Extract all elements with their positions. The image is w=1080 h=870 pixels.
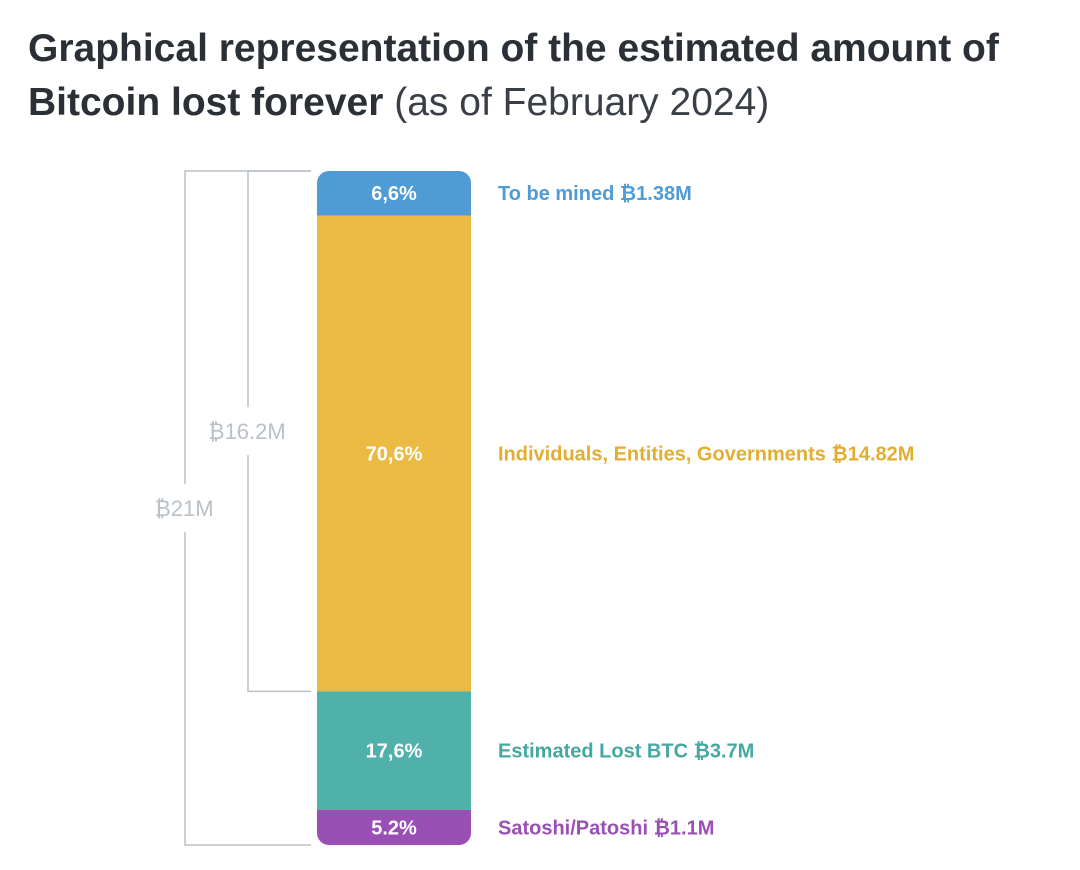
segment-label-estimated-lost: Estimated Lost BTC ₿3.7M xyxy=(498,741,754,763)
segment-percent-estimated-lost: 17,6% xyxy=(366,741,423,763)
chart-title-date: (as of February 2024) xyxy=(394,81,770,124)
segment-label-individuals: Individuals, Entities, Governments ₿14.8… xyxy=(498,443,914,465)
bar-segment-to-be-mined xyxy=(317,171,471,216)
segment-percent-individuals: 70,6% xyxy=(366,443,423,465)
bracket-1 xyxy=(184,170,311,846)
bar-segment-estimated-lost xyxy=(317,691,471,810)
segment-label-to-be-mined: To be mined ₿1.38M xyxy=(498,183,692,205)
segment-percent-to-be-mined: 6,6% xyxy=(371,183,417,205)
segment-label-satoshi: Satoshi/Patoshi ₿1.1M xyxy=(498,817,714,839)
bracket-label-1: ₿21M xyxy=(154,496,213,521)
bracket-label-0: ₿16.2M xyxy=(208,419,285,444)
bar-stack xyxy=(317,171,471,845)
bar-segment-satoshi xyxy=(317,809,471,845)
chart-title: Graphical representation of the estimate… xyxy=(28,22,1068,130)
bar-segment-individuals xyxy=(317,215,471,692)
chart-title-bold: Graphical representation of the estimate… xyxy=(28,27,999,124)
segment-percent-satoshi: 5.2% xyxy=(371,817,417,839)
